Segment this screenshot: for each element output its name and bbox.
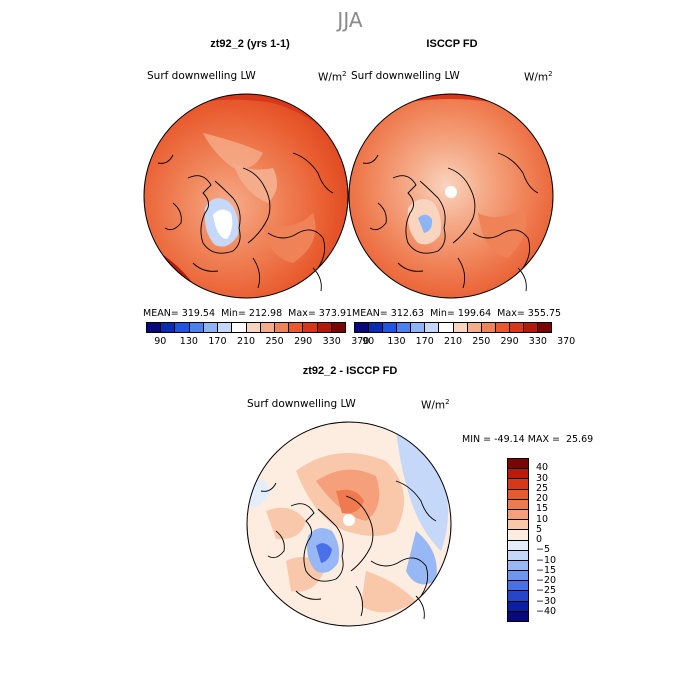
- model-colorbar-swatch: [274, 323, 290, 332]
- model-colorbar-swatch: [147, 323, 162, 332]
- diff-polar-map: [246, 421, 452, 627]
- diff-colorbar-swatch: [508, 560, 528, 572]
- diff-stats: MIN = -49.14 MAX = 25.69: [462, 434, 594, 445]
- diff-colorbar-swatch: [508, 469, 528, 480]
- model-colorbar-swatch: [161, 323, 176, 332]
- diff-colorbar-swatch: [508, 499, 528, 510]
- model-colorbar-swatch: [317, 323, 332, 332]
- diff-colorbar-label: −20: [536, 575, 557, 586]
- model-colorbar-swatch: [203, 323, 219, 332]
- diff-colorbar-label: −40: [536, 605, 557, 617]
- diff-colorbar-swatch: [508, 550, 528, 561]
- obs-colorbar-swatch: [453, 323, 468, 332]
- model-colorbar-swatch: [331, 323, 346, 332]
- obs-variable-label: Surf downwelling LW: [351, 70, 460, 82]
- obs-unit-label: W/m2: [524, 70, 553, 84]
- diff-colorbar-swatch: [508, 601, 528, 612]
- diff-colorbar-label: 40: [536, 462, 549, 474]
- diff-colorbar-label: 0: [536, 534, 543, 545]
- diff-colorbar-label: 10: [536, 513, 549, 525]
- diff-colorbar-label: −25: [536, 585, 557, 597]
- model-colorbar-swatch: [289, 323, 304, 332]
- diff-colorbar-swatch: [508, 509, 528, 521]
- model-colorbar-swatch: [189, 323, 204, 332]
- obs-colorbar-swatch: [467, 323, 482, 332]
- obs-colorbar-swatch: [481, 323, 496, 332]
- model-colorbar-swatch: [303, 323, 318, 332]
- obs-colorbar-swatch: [355, 323, 370, 332]
- diff-colorbar-label: −5: [536, 544, 551, 556]
- diff-colorbar-swatch: [508, 571, 528, 582]
- model-polar-map: [143, 93, 349, 299]
- obs-panel-title: ISCCP FD: [426, 38, 478, 50]
- model-colorbar: [146, 322, 346, 333]
- obs-colorbar-swatch: [369, 323, 384, 332]
- obs-colorbar-swatch: [495, 323, 510, 332]
- obs-colorbar-swatch: [523, 323, 539, 332]
- diff-colorbar-swatch: [508, 479, 528, 490]
- diff-colorbar-swatch: [508, 581, 528, 592]
- model-colorbar-swatch: [218, 323, 233, 332]
- obs-polar-map: [348, 93, 554, 299]
- diff-colorbar-swatch: [508, 591, 528, 602]
- diff-unit-label: W/m2: [421, 398, 450, 412]
- diff-colorbar-label: −15: [536, 564, 557, 576]
- diff-colorbar-swatch: [508, 611, 528, 621]
- diff-colorbar-swatch: [508, 489, 528, 500]
- diff-colorbar-swatch: [508, 520, 528, 531]
- obs-colorbar-swatch: [439, 323, 454, 332]
- model-colorbar-swatch: [246, 323, 261, 332]
- obs-stats: MEAN= 312.63 Min= 199.64 Max= 355.75: [352, 308, 562, 319]
- season-title: JJA: [337, 8, 363, 32]
- diff-panel-title: zt92_2 - ISCCP FD: [302, 365, 398, 377]
- model-panel-title: zt92_2 (yrs 1-1): [210, 38, 290, 50]
- model-unit-label: W/m2: [318, 70, 347, 84]
- diff-colorbar-label: −10: [536, 554, 557, 566]
- obs-colorbar-swatch: [411, 323, 426, 332]
- diff-colorbar-label: 25: [536, 482, 549, 494]
- diff-colorbar-swatch: [508, 530, 528, 541]
- diff-colorbar-labels: 40 30 25 20 15 10 5 0 −5 −10 −15 −20 −25 −30 −40: [536, 458, 576, 622]
- model-stats: MEAN= 319.54 Min= 212.98 Max= 373.91: [143, 308, 353, 319]
- obs-colorbar-swatch: [397, 323, 412, 332]
- obs-colorbar-swatch: [538, 323, 552, 332]
- diff-colorbar-label: 20: [536, 493, 549, 504]
- diff-colorbar-label: −30: [536, 595, 557, 607]
- diff-colorbar-label: 5: [536, 523, 543, 535]
- obs-colorbar-swatch: [425, 323, 440, 332]
- diff-colorbar-label: 15: [536, 503, 549, 515]
- obs-colorbar: [354, 322, 552, 333]
- diff-colorbar-swatch: [508, 540, 528, 551]
- obs-colorbar-swatch: [509, 323, 524, 332]
- diff-colorbar-label: 30: [536, 472, 549, 484]
- model-colorbar-swatch: [260, 323, 275, 332]
- model-colorbar-swatch: [232, 323, 247, 332]
- diff-variable-label: Surf downwelling LW: [247, 398, 356, 410]
- diff-colorbar: [507, 458, 529, 622]
- model-colorbar-swatch: [175, 323, 190, 332]
- obs-colorbar-swatch: [383, 323, 398, 332]
- diff-colorbar-swatch: [508, 459, 528, 470]
- model-variable-label: Surf downwelling LW: [147, 70, 256, 82]
